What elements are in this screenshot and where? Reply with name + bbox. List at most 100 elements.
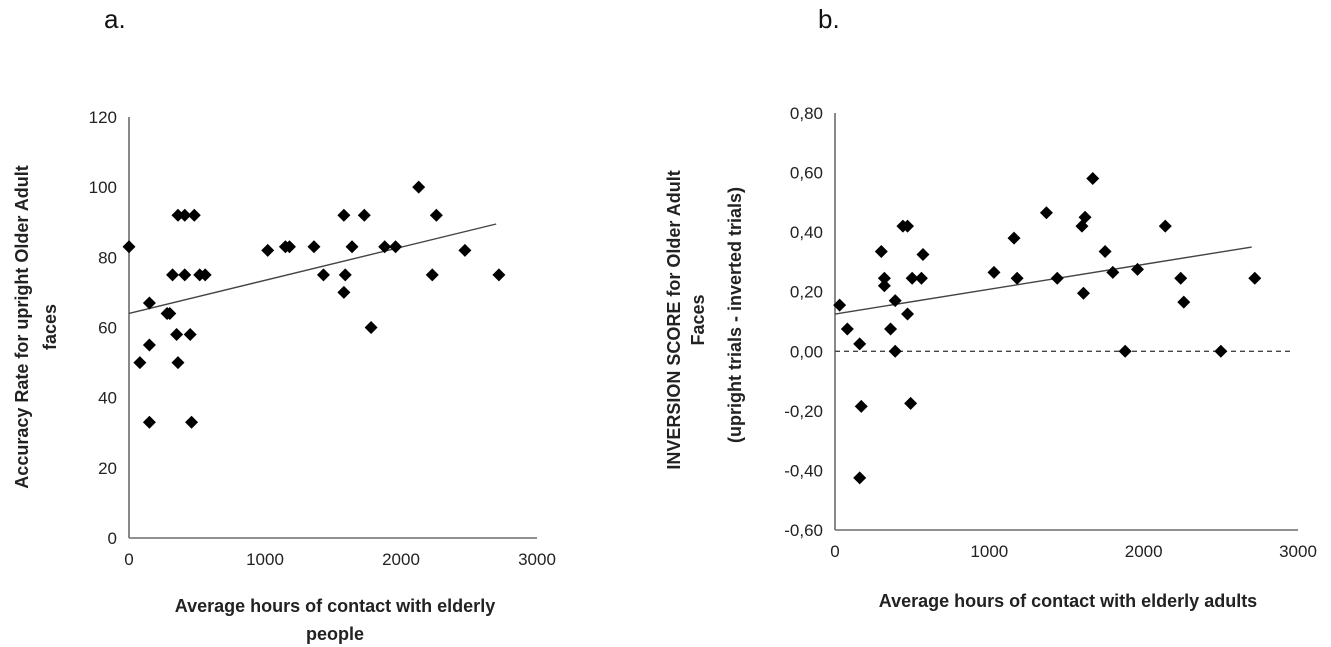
panel-a-data-point — [307, 240, 321, 254]
panel-b-y-tick-label: -0,60 — [784, 521, 823, 540]
panel-b-data-point — [853, 471, 867, 485]
panel-a-y-axis-title-line1: Accuracy Rate for upright Older Adult — [12, 165, 32, 488]
panel-a-data-point — [171, 208, 185, 222]
panel-a-data-point — [338, 268, 352, 282]
panel-a-y-tick-label: 60 — [98, 319, 117, 338]
panel-a-data-point — [389, 240, 403, 254]
panel-b: b. -0,60 -0,40 -0,20 0,00 0,20 0,40 0,60 0,80 0… — [664, 4, 1317, 611]
panel-a-data-point — [378, 240, 392, 254]
panel-a-data-point — [458, 243, 472, 257]
panel-b-data-point — [987, 265, 1001, 279]
panel-a-data-point — [142, 338, 156, 352]
panel-b-x-tick-label: 2000 — [1125, 542, 1163, 561]
panel-b-data-point — [1174, 271, 1188, 285]
panel-a-y-tick-label: 120 — [89, 108, 117, 127]
panel-b-y-tick-label: 0,00 — [790, 342, 823, 361]
panel-b-data-point — [1214, 344, 1228, 358]
panel-b-x-tick-label: 3000 — [1279, 542, 1317, 561]
panel-a-data-point — [198, 268, 212, 282]
panel-b-data-point — [1248, 271, 1262, 285]
panel-a-data-point — [357, 208, 371, 222]
panel-b-trendline — [834, 246, 1252, 315]
panel-b-y-tick-label: -0,20 — [784, 402, 823, 421]
panel-b-data-point — [901, 219, 915, 233]
panel-a-data-point — [185, 415, 199, 429]
panel-b-data-point — [1076, 286, 1090, 300]
panel-a-data-point — [171, 356, 185, 370]
panel-a-x-tick-label: 0 — [124, 550, 133, 569]
panel-a-trendline — [128, 223, 497, 315]
panel-a-data-point — [337, 208, 351, 222]
panel-a-y-ticks: 0 20 40 60 80 100 120 — [89, 108, 117, 548]
panel-a-data-point — [492, 268, 506, 282]
panel-a-points — [122, 180, 506, 429]
panel-a-data-point — [133, 356, 147, 370]
panel-a-x-tick-label: 1000 — [246, 550, 284, 569]
panel-a-x-tick-label: 2000 — [382, 550, 420, 569]
panel-a-data-point — [282, 240, 296, 254]
panel-b-y-axis-title-line3: (upright trials - inverted trials) — [725, 187, 745, 443]
panel-b-data-point — [884, 322, 898, 336]
panel-b-x-tick-label: 1000 — [970, 542, 1008, 561]
panel-a-data-point — [170, 328, 184, 342]
panel-b-y-tick-label: 0,20 — [790, 283, 823, 302]
panel-b-data-point — [888, 294, 902, 308]
panel-a-y-tick-label: 40 — [98, 389, 117, 408]
panel-a-trendline-group — [128, 223, 497, 315]
panel-a-y-tick-label: 80 — [98, 248, 117, 267]
panel-b-data-point — [1039, 206, 1053, 220]
panel-a-data-point — [364, 321, 378, 334]
panel-b-data-point — [916, 247, 930, 261]
panel-b-y-axis-title-line1: INVERSION SCORE for Older Adult — [664, 170, 684, 469]
panel-b-y-tick-label: 0,80 — [790, 104, 823, 123]
panel-a-data-point — [178, 208, 192, 222]
panel-b-data-point — [1078, 210, 1092, 224]
panel-b-data-point — [1158, 219, 1172, 233]
panel-b-data-point — [1130, 262, 1144, 276]
panel-a-data-point — [166, 268, 180, 282]
panel-a: a. 0 20 40 60 80 100 120 0 1000 2000 3000 Average… — [12, 4, 556, 644]
panel-b-x-tick-label: 0 — [830, 542, 839, 561]
panel-b-y-tick-label: 0,40 — [790, 223, 823, 242]
panel-b-data-point — [1086, 172, 1100, 186]
panel-b-data-point — [905, 271, 919, 285]
panel-b-y-axis-title-line2: Faces — [688, 294, 708, 345]
panel-a-data-point — [316, 268, 330, 282]
panel-b-y-ticks: -0,60 -0,40 -0,20 0,00 0,20 0,40 0,60 0,80 — [784, 104, 823, 540]
panel-a-data-point — [122, 240, 136, 254]
panel-a-x-ticks: 0 1000 2000 3000 — [124, 550, 556, 569]
panel-a-data-point — [345, 240, 359, 254]
panel-b-data-point — [854, 399, 868, 413]
panel-a-data-point — [337, 285, 351, 299]
panel-b-data-point — [1010, 271, 1024, 285]
panel-b-data-point — [904, 396, 918, 410]
panel-a-y-tick-label: 100 — [89, 178, 117, 197]
panel-b-data-point — [1106, 265, 1120, 279]
panel-a-x-tick-label: 3000 — [518, 550, 556, 569]
panel-a-y-tick-label: 20 — [98, 459, 117, 478]
panel-b-data-point — [1098, 245, 1112, 259]
panel-b-x-axis-title: Average hours of contact with elderly ad… — [879, 591, 1257, 611]
panel-b-data-point — [877, 279, 891, 293]
panel-a-data-point — [178, 268, 192, 282]
panel-b-data-point — [1118, 344, 1132, 358]
panel-b-data-point — [853, 337, 867, 351]
panel-b-data-point — [1007, 231, 1021, 245]
panel-b-data-point — [840, 322, 854, 336]
panel-a-y-axis-title-line2: faces — [40, 304, 60, 350]
panel-a-data-point — [142, 296, 156, 310]
panel-a-label: a. — [104, 4, 126, 34]
panel-b-points — [833, 172, 1262, 485]
panel-a-data-point — [142, 415, 156, 429]
panel-b-data-point — [833, 298, 847, 312]
panel-a-y-tick-label: 0 — [108, 529, 117, 548]
panel-a-data-point — [412, 180, 426, 194]
panel-b-data-point — [914, 271, 928, 285]
panel-b-data-point — [901, 307, 915, 321]
panel-a-data-point — [425, 268, 439, 282]
panel-b-data-point — [874, 245, 888, 259]
panel-b-data-point — [1050, 271, 1064, 285]
panel-b-x-ticks: 0 1000 2000 3000 — [830, 542, 1317, 561]
panel-b-y-tick-label: -0,40 — [784, 461, 823, 480]
